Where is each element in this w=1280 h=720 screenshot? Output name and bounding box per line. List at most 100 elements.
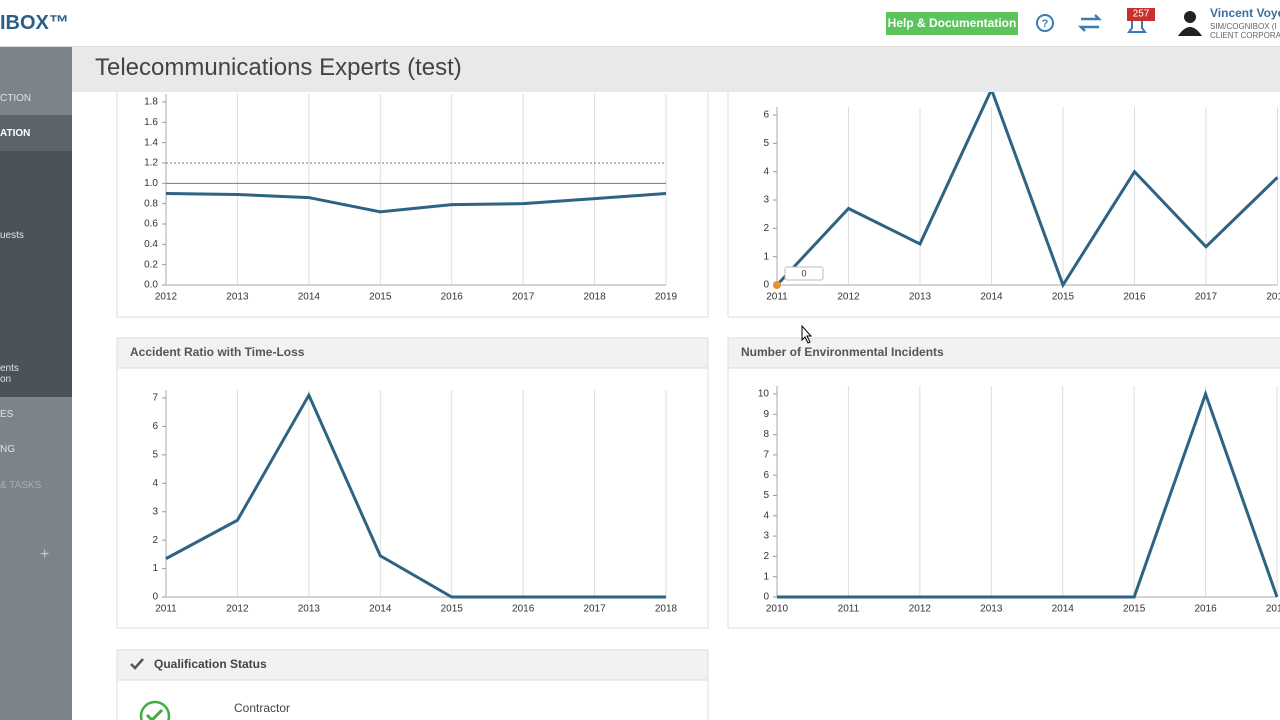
- x-tick-label: 2013: [226, 292, 249, 303]
- status-check: [145, 708, 164, 720]
- user-name[interactable]: Vincent Voye: [1210, 6, 1280, 20]
- x-tick-label: 2012: [909, 604, 932, 615]
- y-tick-label: 2: [152, 535, 158, 546]
- x-tick-label: 2011: [838, 604, 860, 615]
- y-tick-label: 0.4: [144, 239, 158, 250]
- y-tick-label: 8: [763, 429, 769, 440]
- x-tick-label: 2016: [441, 292, 464, 303]
- sidebar-item[interactable]: & TASKS: [0, 480, 42, 491]
- sidebar-item[interactable]: on: [0, 374, 12, 385]
- header-icons: ? 257: [1036, 8, 1155, 33]
- y-tick-label: 4: [152, 478, 158, 489]
- avatar-icon[interactable]: [1176, 8, 1206, 38]
- x-tick-label: 2014: [369, 604, 392, 615]
- sidebar-item[interactable]: CTION: [0, 93, 32, 104]
- y-tick-label: 0: [152, 592, 158, 603]
- check-icon: [130, 658, 144, 670]
- switch-icon[interactable]: [1077, 14, 1103, 32]
- data-line: [777, 389, 1279, 599]
- x-tick-label: 2015: [369, 292, 392, 303]
- y-tick-label: 0.2: [144, 259, 158, 270]
- x-tick-label: 2013: [909, 292, 932, 303]
- y-tick-label: 0: [763, 592, 769, 603]
- y-tick-label: 5: [763, 138, 769, 149]
- help-glyph: ?: [1042, 18, 1049, 30]
- x-tick-label: 2015: [1123, 604, 1146, 615]
- y-tick-label: 0.6: [144, 219, 158, 230]
- x-tick-label: 2016: [512, 604, 535, 615]
- title-bar: Telecommunications Experts (test): [72, 46, 1280, 92]
- panel: [116, 367, 709, 629]
- user-org: CLIENT CORPORA: [1210, 31, 1280, 40]
- help-button[interactable]: Help & Documentation: [886, 12, 1018, 35]
- y-tick-label: 3: [152, 506, 158, 517]
- x-tick-label: 2018: [1266, 292, 1280, 303]
- data-line: [775, 85, 1279, 289]
- tooltip: 0: [801, 268, 806, 278]
- x-tick-label: 2012: [837, 292, 860, 303]
- x-tick-label: 2011: [155, 604, 177, 615]
- y-tick-label: 1.4: [144, 137, 158, 148]
- y-tick-label: 6: [152, 421, 158, 432]
- panel-header: [116, 337, 709, 369]
- x-tick-label: 2017: [1195, 292, 1218, 303]
- x-tick-label: 2012: [155, 292, 178, 303]
- x-tick-label: 2014: [980, 292, 1003, 303]
- x-tick-label: 2011: [766, 292, 788, 303]
- y-tick-label: 1: [152, 563, 158, 574]
- x-tick-label: 2015: [1052, 292, 1075, 303]
- y-tick-label: 2: [763, 223, 769, 234]
- y-tick-label: 6: [763, 470, 769, 481]
- x-tick-label: 2017: [512, 292, 535, 303]
- y-tick-label: 1.2: [144, 158, 158, 169]
- cursor: [801, 324, 813, 344]
- header: IBOX™ Help & Documentation ? 257 Vincent…: [0, 0, 1280, 47]
- sidebar-item[interactable]: ES: [0, 409, 14, 420]
- panel-title: Accident Ratio with Time-Loss: [130, 345, 305, 359]
- panel-header: [727, 337, 1280, 369]
- y-tick-label: 1.6: [144, 117, 158, 128]
- x-tick-label: 2018: [583, 292, 606, 303]
- sidebar-item[interactable]: NG: [0, 444, 15, 455]
- y-tick-label: 0.0: [144, 280, 158, 291]
- page-title: Telecommunications Experts (test): [95, 54, 462, 81]
- y-tick-label: 4: [763, 166, 769, 177]
- tooltip-box: [784, 266, 824, 281]
- y-tick-label: 1: [763, 571, 769, 582]
- y-tick-label: 1: [763, 251, 769, 262]
- x-tick-label: 2017: [583, 604, 606, 615]
- sidebar-toggle[interactable]: +: [40, 546, 50, 563]
- sidebar: CTION ATION uests ents on ES NG & TASKS …: [0, 46, 72, 720]
- y-tick-label: 10: [758, 389, 770, 400]
- panel: [116, 59, 709, 318]
- panel-title: Qualification Status: [154, 657, 267, 671]
- y-tick-label: 0.8: [144, 198, 158, 209]
- notification-count: 257: [1133, 9, 1150, 20]
- user-org: SIM/COGNIBOX (I: [1210, 22, 1277, 31]
- qualification-item: Contractor: [234, 701, 290, 715]
- x-tick-label: 2016: [1123, 292, 1146, 303]
- y-tick-label: 5: [152, 449, 158, 460]
- y-tick-label: 5: [763, 490, 769, 501]
- x-tick-label: 2010: [766, 604, 789, 615]
- y-tick-label: 1.8: [144, 97, 158, 108]
- x-tick-label: 2015: [441, 604, 464, 615]
- data-line: [165, 391, 666, 599]
- highlight-point: [773, 281, 781, 289]
- sidebar-item[interactable]: ATION: [0, 128, 31, 139]
- logo[interactable]: IBOX™: [0, 12, 69, 34]
- x-tick-label: 2016: [1194, 604, 1217, 615]
- x-tick-label: 2012: [226, 604, 249, 615]
- y-tick-label: 2: [763, 551, 769, 562]
- x-tick-label: 2014: [298, 292, 321, 303]
- y-tick-label: 4: [763, 510, 769, 521]
- badge: [1127, 8, 1155, 21]
- sidebar-item[interactable]: uests: [0, 230, 24, 241]
- help-icon[interactable]: [1036, 14, 1054, 32]
- y-tick-label: 7: [763, 450, 769, 461]
- sidebar-item[interactable]: ents: [0, 363, 19, 374]
- x-tick-label: 2013: [298, 604, 321, 615]
- panel-title: Number of Environmental Incidents: [741, 345, 944, 359]
